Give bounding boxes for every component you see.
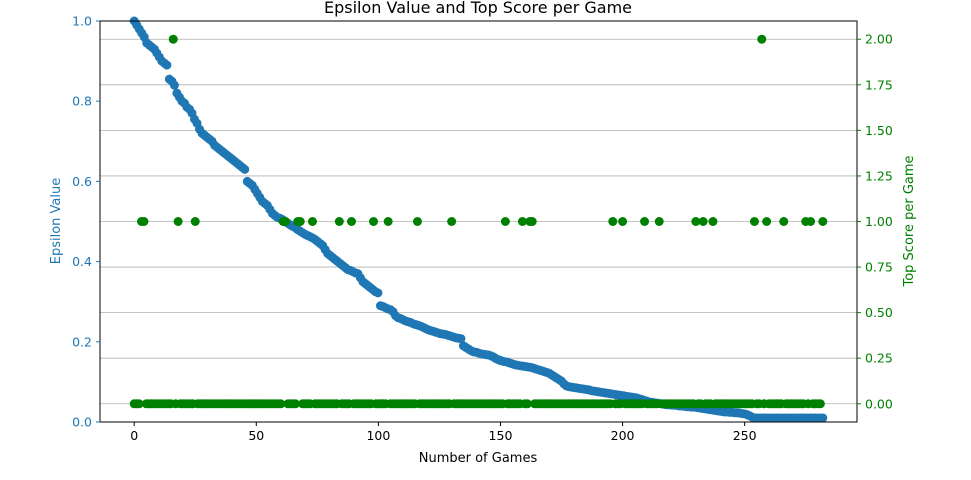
epsilon-point — [169, 80, 179, 90]
top-score-point — [818, 217, 828, 226]
top-score-point — [295, 217, 305, 226]
x-tick-label: 50 — [248, 428, 264, 443]
epsilon-point — [818, 413, 828, 423]
top-score-point — [368, 217, 378, 226]
top-score-point — [757, 34, 767, 44]
x-axis: 0 50 100 150 200 250 — [130, 422, 757, 443]
top-score-point — [527, 217, 537, 226]
right-y-tick-label: 0.50 — [865, 305, 893, 320]
right-y-tick-label: 0.00 — [865, 396, 893, 411]
top-score-point — [334, 217, 344, 226]
right-y-tick-label: 1.00 — [865, 214, 893, 229]
epsilon-point — [162, 60, 172, 70]
left-y-tick-label: 0.4 — [72, 254, 92, 269]
left-y-tick-label: 1.0 — [72, 14, 92, 29]
top-score-point — [383, 217, 393, 226]
top-score-point — [779, 217, 789, 226]
top-score-point — [698, 217, 708, 226]
x-tick-label: 100 — [366, 428, 390, 443]
top-score-point — [307, 217, 317, 226]
x-tick-label: 250 — [733, 428, 757, 443]
top-score-point — [815, 399, 825, 409]
right-y-tick-label: 0.25 — [865, 351, 893, 366]
top-score-point — [281, 217, 291, 226]
x-tick-label: 0 — [130, 428, 138, 443]
right-y-axis: 0.00 0.25 0.50 0.75 1.00 1.25 1.50 1.75 2.00 — [857, 32, 893, 411]
epsilon-point — [456, 334, 466, 344]
right-y-tick-label: 0.75 — [865, 260, 893, 275]
top-score-point — [517, 217, 527, 226]
top-score-point — [447, 217, 457, 226]
right-y-tick-label: 1.50 — [865, 123, 893, 138]
right-axis-gridlines — [100, 38, 857, 405]
top-score-point — [708, 217, 718, 226]
top-score-point — [640, 217, 650, 226]
left-y-tick-label: 0.2 — [72, 334, 92, 349]
epsilon-point — [240, 164, 250, 174]
top-score-point — [654, 217, 664, 226]
top-score-point — [500, 217, 510, 226]
right-y-axis-title: Top Score per Game — [902, 155, 917, 287]
right-y-tick-label: 1.75 — [865, 77, 893, 92]
top-score-point — [168, 34, 178, 44]
top-score-point — [290, 399, 300, 409]
top-score-point — [618, 217, 628, 226]
top-score-point — [134, 399, 144, 409]
top-score-point — [412, 217, 422, 226]
chart-title: Epsilon Value and Top Score per Game — [324, 0, 632, 17]
plot-data-points — [129, 16, 828, 423]
left-y-tick-label: 0.8 — [72, 94, 92, 109]
x-tick-label: 200 — [611, 428, 635, 443]
top-score-point — [173, 217, 183, 226]
top-score-point — [762, 217, 772, 226]
top-score-point — [691, 217, 701, 226]
top-score-point — [522, 399, 532, 409]
top-score-point — [276, 399, 286, 409]
left-y-tick-label: 0.0 — [72, 415, 92, 430]
top-score-point — [347, 217, 357, 226]
left-y-tick-label: 0.6 — [72, 174, 92, 189]
top-score-point — [749, 217, 759, 226]
left-y-axis-title: Epsilon Value — [49, 178, 64, 265]
left-y-axis: 0.0 0.2 0.4 0.6 0.8 1.0 — [72, 14, 100, 430]
top-score-point — [139, 217, 149, 226]
top-score-point — [190, 217, 200, 226]
epsilon-point — [373, 288, 383, 298]
right-y-tick-label: 1.25 — [865, 168, 893, 183]
x-tick-label: 150 — [489, 428, 513, 443]
top-score-point — [806, 217, 816, 226]
top-score-point — [608, 217, 618, 226]
x-axis-title: Number of Games — [419, 451, 538, 466]
right-y-tick-label: 2.00 — [865, 32, 893, 47]
